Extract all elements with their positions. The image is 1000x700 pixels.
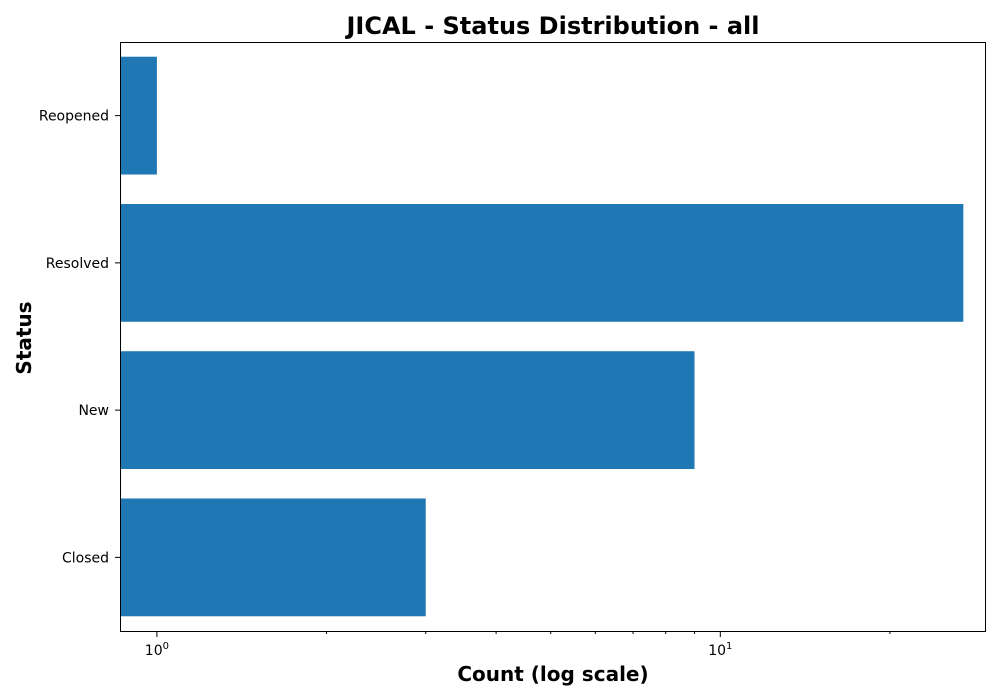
x-tick-label: 100 (145, 641, 169, 659)
bars-group (120, 56, 964, 617)
bar-new (120, 351, 695, 470)
x-axis-ticks: 100 101 (145, 631, 891, 659)
y-tick-label: New (78, 403, 109, 419)
y-tick-label: Closed (62, 550, 109, 566)
bar-reopened (120, 56, 157, 175)
y-tick-label: Resolved (46, 256, 109, 272)
x-tick-label: 101 (708, 641, 732, 659)
y-axis-label: Status (12, 301, 36, 374)
y-axis-ticks: Reopened Resolved New Closed (39, 109, 120, 566)
bar-resolved (120, 203, 964, 322)
x-axis-label: Count (log scale) (457, 662, 648, 686)
bar-closed (120, 498, 426, 617)
chart-title: JICAL - Status Distribution - all (345, 12, 760, 40)
y-tick-label: Reopened (39, 109, 109, 125)
plot-frame (120, 42, 986, 632)
